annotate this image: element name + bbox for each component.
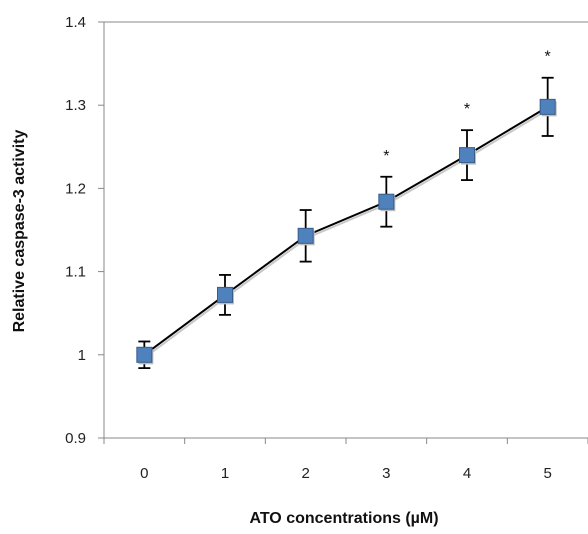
- significance-star: *: [383, 148, 389, 165]
- data-point: [539, 98, 556, 115]
- data-point: [217, 286, 233, 303]
- y-tick-label: 1: [78, 347, 86, 364]
- data-point: [378, 193, 395, 210]
- y-tick-label: 1.3: [65, 97, 86, 114]
- significance-marks: * * *: [383, 49, 551, 165]
- significance-star: *: [545, 49, 551, 66]
- y-tick-label: 1.1: [65, 264, 86, 281]
- y-tick-label: 1.4: [65, 14, 86, 31]
- y-ticks: 0.9 1 1.1 1.2 1.3 1.4: [65, 14, 104, 447]
- data-point: [136, 346, 153, 363]
- x-axis-title: ATO concentrations (µM): [249, 510, 438, 527]
- series-lines: [143, 106, 550, 358]
- y-tick-label: 0.9: [65, 430, 86, 447]
- x-tick-label: 0: [140, 465, 148, 482]
- x-tick-label: 3: [382, 465, 390, 482]
- x-tick-label: 4: [463, 465, 471, 482]
- x-tick-label: 2: [301, 465, 309, 482]
- data-point: [459, 147, 475, 164]
- significance-star: *: [464, 101, 470, 118]
- y-tick-label: 1.2: [65, 180, 86, 197]
- y-axis-title: Relative caspase-3 activity: [11, 130, 28, 333]
- x-tick-label: 1: [221, 465, 229, 482]
- x-tick-label: 5: [543, 465, 551, 482]
- data-point: [297, 227, 314, 244]
- series-line: [143, 106, 549, 356]
- data-points: [136, 98, 557, 365]
- x-ticks: 0 1 2 3 4 5: [103, 438, 588, 482]
- series-line-shadow: [145, 108, 550, 358]
